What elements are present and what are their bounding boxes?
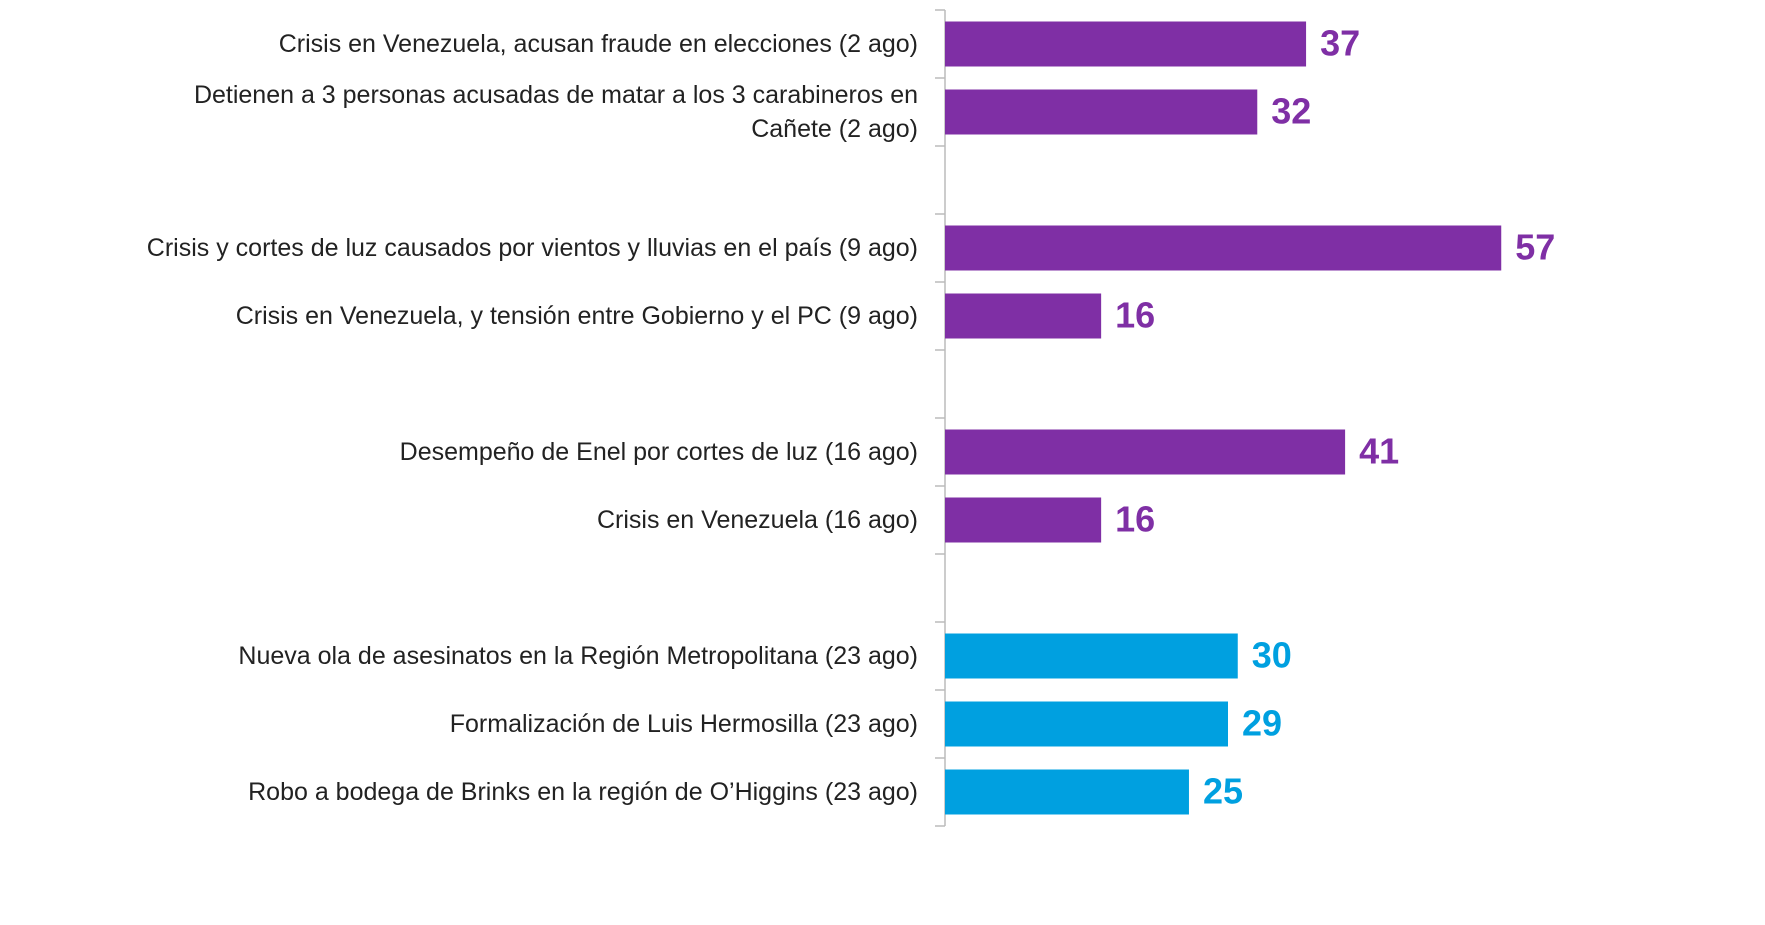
category-label: Crisis en Venezuela (16 ago) (596, 506, 918, 534)
category-label: Robo a bodega de Brinks en la región de … (248, 778, 918, 806)
category-label: Nueva ola de asesinatos en la Región Met… (238, 642, 918, 670)
bar (945, 293, 1102, 339)
bar (945, 21, 1307, 67)
category-label: Detienen a 3 personas acusadas de matar … (193, 81, 918, 143)
data-label: 29 (1242, 703, 1282, 744)
bar (945, 225, 1502, 271)
data-label: 30 (1252, 635, 1292, 676)
category-label: Crisis y cortes de luz causados por vien… (146, 234, 918, 262)
data-label: 16 (1115, 295, 1155, 336)
category-label: Crisis en Venezuela, y tensión entre Gob… (235, 302, 918, 330)
bar (945, 769, 1189, 815)
data-label: 37 (1320, 23, 1360, 64)
bar (945, 429, 1346, 475)
data-label: 41 (1359, 431, 1399, 472)
data-label: 25 (1203, 771, 1243, 812)
category-label: Desempeño de Enel por cortes de luz (16 … (399, 438, 918, 466)
bar (945, 633, 1238, 679)
category-label: Crisis en Venezuela, acusan fraude en el… (278, 30, 918, 58)
category-label: Formalización de Luis Hermosilla (23 ago… (449, 710, 918, 738)
data-label: 16 (1115, 499, 1155, 540)
bar (945, 497, 1102, 543)
bar (945, 89, 1258, 135)
data-label: 57 (1515, 227, 1555, 268)
bar (945, 701, 1228, 747)
data-label: 32 (1271, 91, 1311, 132)
